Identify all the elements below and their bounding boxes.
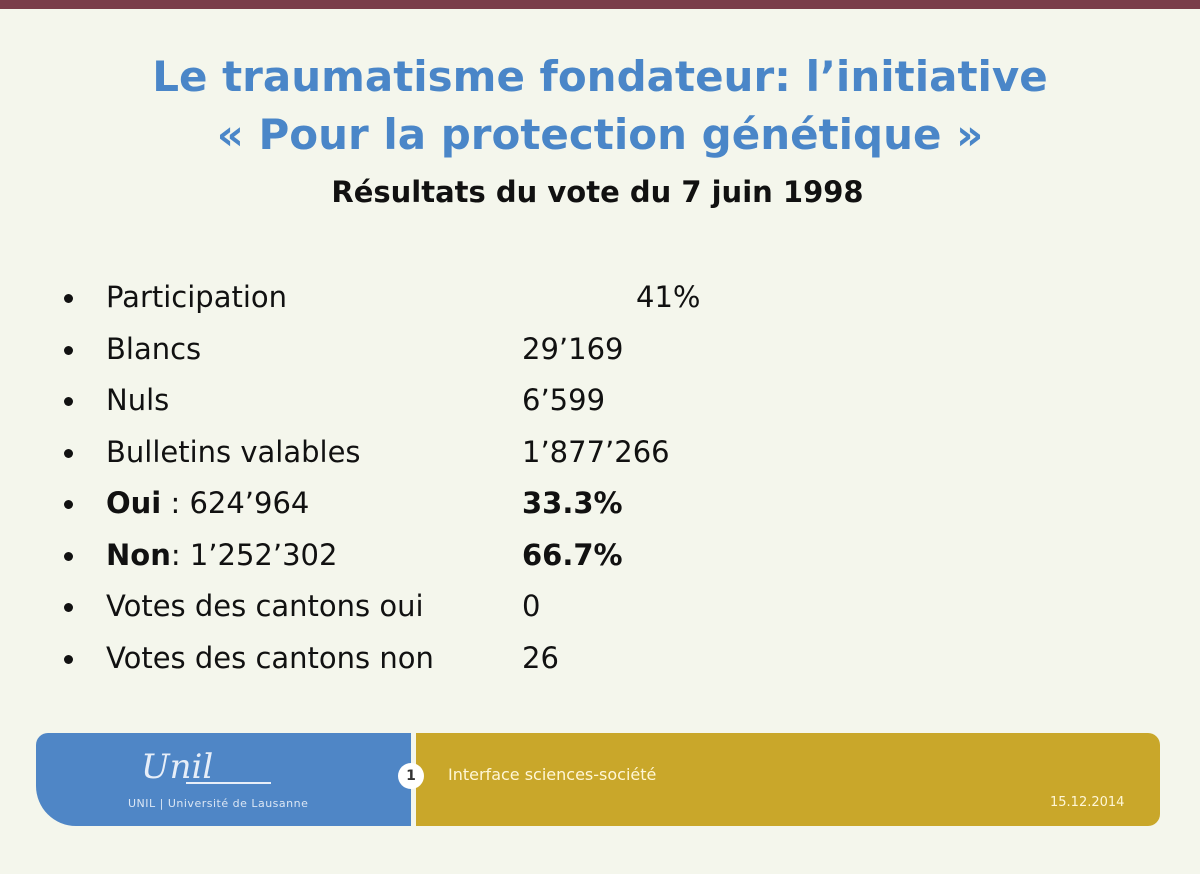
list-item-oui: Oui : 624’964 33.3% [60, 482, 860, 534]
item-label: Votes des cantons non [106, 640, 434, 675]
item-label: Nuls [106, 383, 170, 417]
footer-logo-panel: Unil UNIL | Université de Lausanne [36, 733, 411, 826]
item-label: Non: 1’252’302 [106, 538, 337, 572]
bullet-icon [64, 551, 73, 561]
results-list: Participation 41% Blancs 29’169 Nuls 6’5… [60, 276, 860, 688]
bullet-icon [64, 500, 73, 509]
slide-subtitle: Résultats du vote du 7 juin 1998 [331, 175, 864, 209]
logo-subtitle: UNIL | Université de Lausanne [128, 797, 309, 810]
item-label: Oui : 624’964 [106, 486, 309, 520]
item-value: 0 [522, 589, 541, 623]
bullet-icon [64, 448, 73, 458]
list-item-blancs: Blancs 29’169 [60, 328, 860, 380]
bullet-icon [64, 294, 73, 303]
footer-bar: Unil UNIL | Université de Lausanne [36, 733, 1160, 826]
item-value: 29’169 [522, 331, 624, 366]
list-item-bulletins-valables: Bulletins valables 1’877’266 [60, 431, 860, 483]
item-value: 26 [522, 640, 559, 675]
footer-title-panel [416, 733, 1160, 826]
item-label-rest: : 624’964 [161, 486, 310, 520]
item-label: Votes des cantons oui [106, 589, 424, 623]
item-label-bold: Oui [106, 486, 162, 520]
bullet-icon [64, 397, 73, 406]
bullet-icon [64, 345, 73, 355]
list-item-cantons-non: Votes des cantons non 26 [60, 637, 860, 689]
top-rule [0, 0, 1200, 9]
logo-underline [186, 782, 271, 784]
item-value: 33.3% [522, 486, 623, 520]
bullet-icon [64, 654, 73, 664]
item-label: Bulletins valables [106, 434, 361, 469]
bullet-icon [64, 603, 73, 612]
item-label-bold: Non [106, 537, 171, 572]
slide-number-badge: 1 [398, 763, 424, 789]
footer-date: 15.12.2014 [1050, 795, 1125, 810]
slide-title: Le traumatisme fondateur: l’initiative «… [0, 48, 1200, 164]
title-line-2: « Pour la protection génétique » [216, 110, 984, 159]
item-label: Participation [106, 280, 288, 314]
item-value: 41% [636, 280, 701, 314]
item-value: 66.7% [522, 537, 623, 572]
list-item-nuls: Nuls 6’599 [60, 379, 860, 431]
list-item-non: Non: 1’252’302 66.7% [60, 534, 860, 586]
list-item-participation: Participation 41% [60, 276, 860, 328]
item-value: 6’599 [522, 383, 606, 417]
item-label: Blancs [106, 331, 202, 366]
item-label-rest: : 1’252’302 [170, 537, 338, 572]
title-line-1: Le traumatisme fondateur: l’initiative [152, 52, 1048, 101]
footer-title: Interface sciences-société [448, 765, 657, 784]
list-item-cantons-oui: Votes des cantons oui 0 [60, 585, 860, 637]
unil-logo: Unil [141, 747, 214, 787]
item-value: 1’877’266 [522, 434, 670, 469]
